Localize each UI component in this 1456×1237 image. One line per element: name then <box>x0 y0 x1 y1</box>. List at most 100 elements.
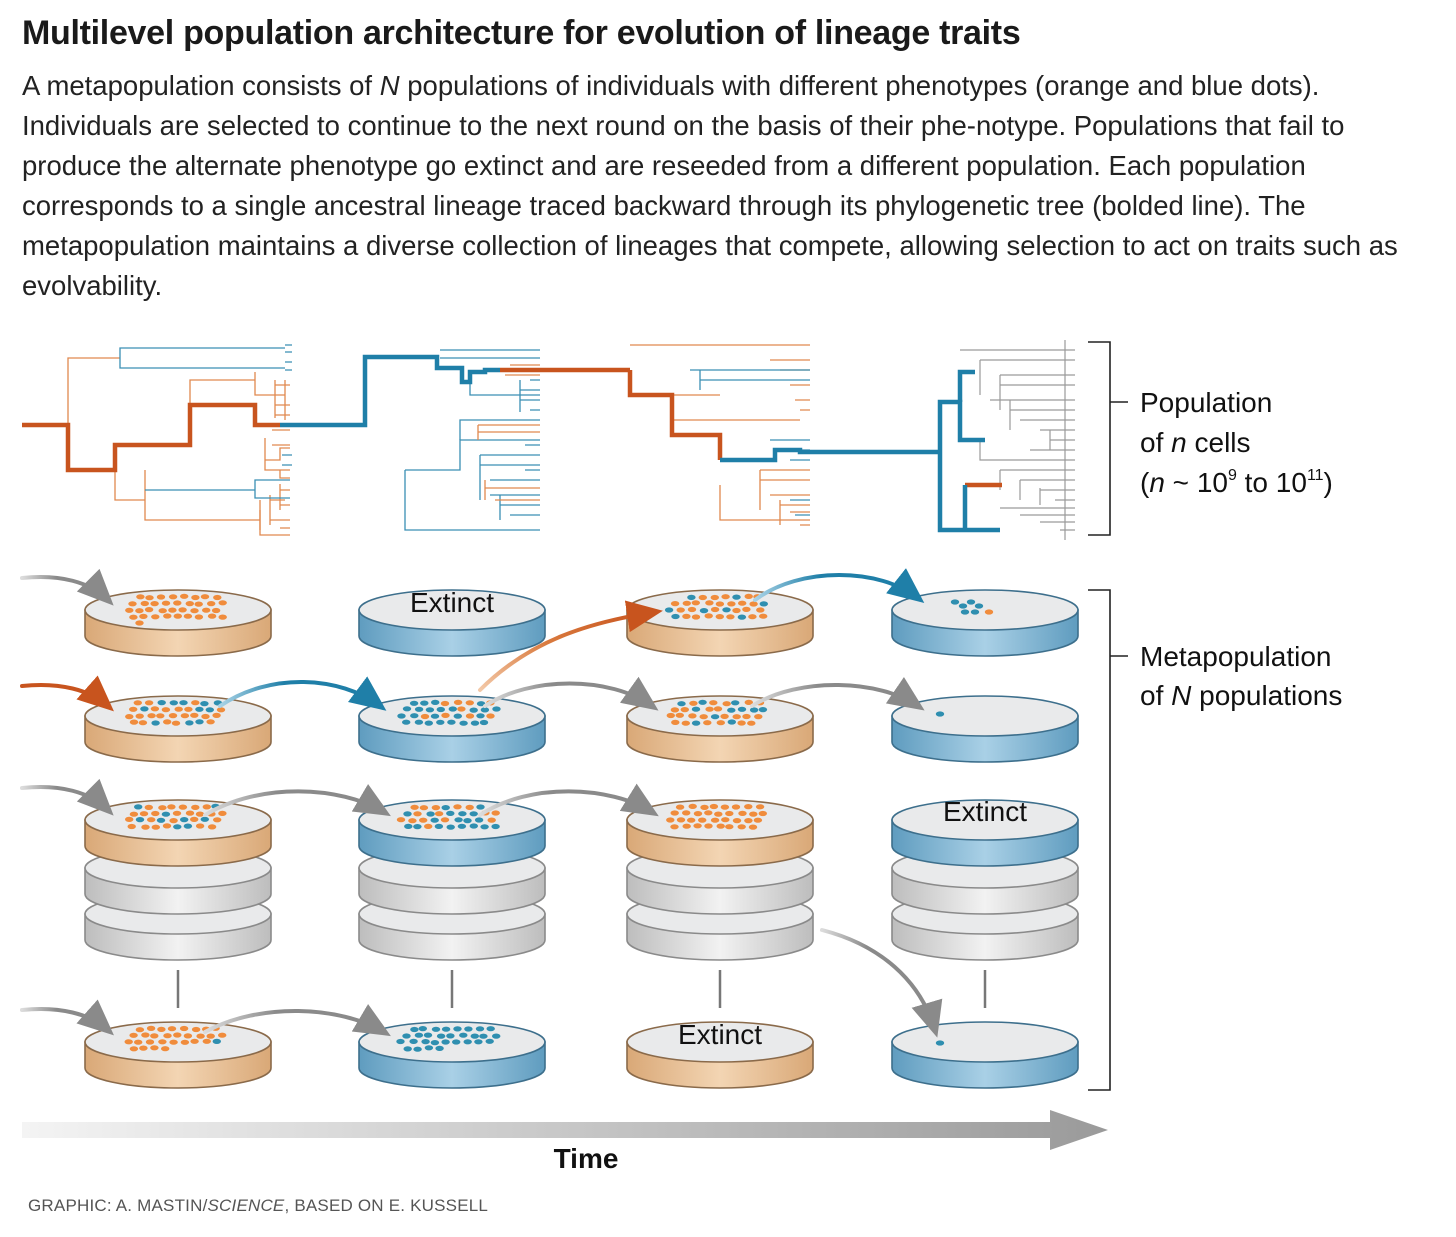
orange-cell-dot <box>737 824 746 830</box>
blue-cell-dot <box>454 817 463 823</box>
blue-cell-dot <box>397 713 406 719</box>
orange-cell-dot <box>721 594 730 600</box>
phylogenetic-tree-2 <box>280 349 630 531</box>
orange-cell-dot <box>693 823 702 829</box>
orange-cell-dot <box>687 817 696 823</box>
orange-cell-dot <box>183 1033 193 1039</box>
dish-r4-c1 <box>84 1021 272 1089</box>
blue-cell-dot <box>475 1026 485 1032</box>
blue-cell-dot <box>421 1039 430 1045</box>
orange-cell-dot <box>169 1039 178 1045</box>
blue-cell-dot <box>950 599 960 605</box>
orange-cell-dot <box>128 601 137 607</box>
orange-cell-dot <box>151 614 160 620</box>
orange-cell-dot <box>147 817 156 823</box>
blue-cell-dot <box>414 719 424 725</box>
blue-cell-dot <box>431 699 440 706</box>
selection-arrows <box>20 568 943 1038</box>
orange-cell-dot <box>704 810 713 816</box>
dish-r4-c4 <box>891 1021 1079 1089</box>
blue-cell-dot <box>447 719 456 725</box>
orange-cell-dot <box>129 706 138 712</box>
arrow-blue-3 <box>753 568 925 603</box>
orange-cell-dot <box>704 823 713 829</box>
orange-cell-dot <box>136 594 145 600</box>
orange-cell-dot <box>682 810 691 816</box>
blue-cell-dot <box>479 1033 488 1039</box>
orange-cell-dot <box>161 707 171 713</box>
blue-cell-dot <box>436 706 445 713</box>
orange-cell-dot <box>129 1046 139 1052</box>
orange-cell-dot <box>202 804 211 810</box>
orange-cell-dot <box>144 700 154 706</box>
blue-cell-dot <box>492 706 501 712</box>
blue-cell-dot <box>737 614 747 620</box>
blue-cell-dot <box>677 701 686 707</box>
orange-cell-dot <box>727 601 736 607</box>
blue-cell-dot <box>710 714 720 720</box>
orange-cell-dot <box>162 823 172 829</box>
orange-cell-dot <box>675 804 685 810</box>
figure-description: A metapopulation consists of N populatio… <box>22 70 1398 301</box>
blue-cell-dot <box>212 1038 221 1044</box>
blue-cell-dot <box>737 706 747 712</box>
blue-cell-dot <box>425 707 435 713</box>
orange-cell-dot <box>725 824 734 830</box>
orange-cell-dot <box>698 594 707 601</box>
blue-cell-dot <box>691 720 701 726</box>
blue-cell-dot <box>474 1039 483 1045</box>
orange-cell-dot <box>139 1045 148 1051</box>
blue-cell-dot <box>426 811 435 817</box>
orange-cell-dot <box>129 614 138 620</box>
blue-cell-dot <box>434 823 444 830</box>
orange-cell-dot <box>681 720 690 726</box>
blue-cell-dot <box>749 707 759 713</box>
orange-cell-dot <box>410 804 419 810</box>
orange-cell-dot <box>167 1026 177 1032</box>
blue-cell-dot <box>413 824 422 830</box>
blue-cell-dot <box>469 823 478 829</box>
blue-cell-dot <box>441 1026 451 1032</box>
orange-cell-dot <box>670 601 680 607</box>
orange-cell-dot <box>124 1039 133 1045</box>
dish-r3-c3 <box>626 799 814 867</box>
blue-cell-dot <box>448 706 457 712</box>
arrow-row4-in <box>20 999 114 1036</box>
blue-cell-dot <box>424 720 433 726</box>
orange-cell-dot <box>135 608 144 614</box>
orange-cell-dot <box>710 606 720 613</box>
phylogenetic-tree-1 <box>22 344 292 536</box>
orange-cell-dot <box>178 804 188 810</box>
blue-cell-dot <box>459 1032 468 1038</box>
blue-cell-dot <box>161 811 171 817</box>
orange-cell-dot <box>185 601 194 607</box>
orange-cell-dot <box>140 600 149 607</box>
orange-cell-dot <box>138 720 148 726</box>
orange-cell-dot <box>150 601 159 607</box>
blue-cell-dot <box>958 603 968 609</box>
blue-cell-dot <box>459 720 468 726</box>
orange-cell-dot <box>676 817 686 823</box>
orange-cell-dot <box>200 594 210 600</box>
orange-cell-dot <box>133 700 142 706</box>
orange-cell-dot <box>172 810 182 816</box>
blue-cell-dot <box>156 817 166 823</box>
blue-cell-dot <box>474 817 484 823</box>
orange-cell-dot <box>671 719 680 726</box>
blue-cell-dot <box>491 823 500 830</box>
blue-cell-dot <box>935 1040 945 1046</box>
orange-cell-dot <box>190 712 199 718</box>
blue-cell-dot <box>458 811 467 817</box>
dish-r1-c1 <box>84 589 272 657</box>
orange-cell-dot <box>194 614 204 620</box>
orange-cell-dot <box>190 816 199 823</box>
orange-cell-dot <box>731 804 741 810</box>
blue-cell-dot <box>687 594 696 601</box>
orange-cell-dot <box>457 706 466 712</box>
orange-cell-dot <box>670 824 679 830</box>
blue-cell-dot <box>403 1046 412 1052</box>
blue-cell-dot <box>698 699 707 705</box>
orange-cell-dot <box>190 1038 199 1044</box>
blue-cell-dot <box>140 706 149 712</box>
